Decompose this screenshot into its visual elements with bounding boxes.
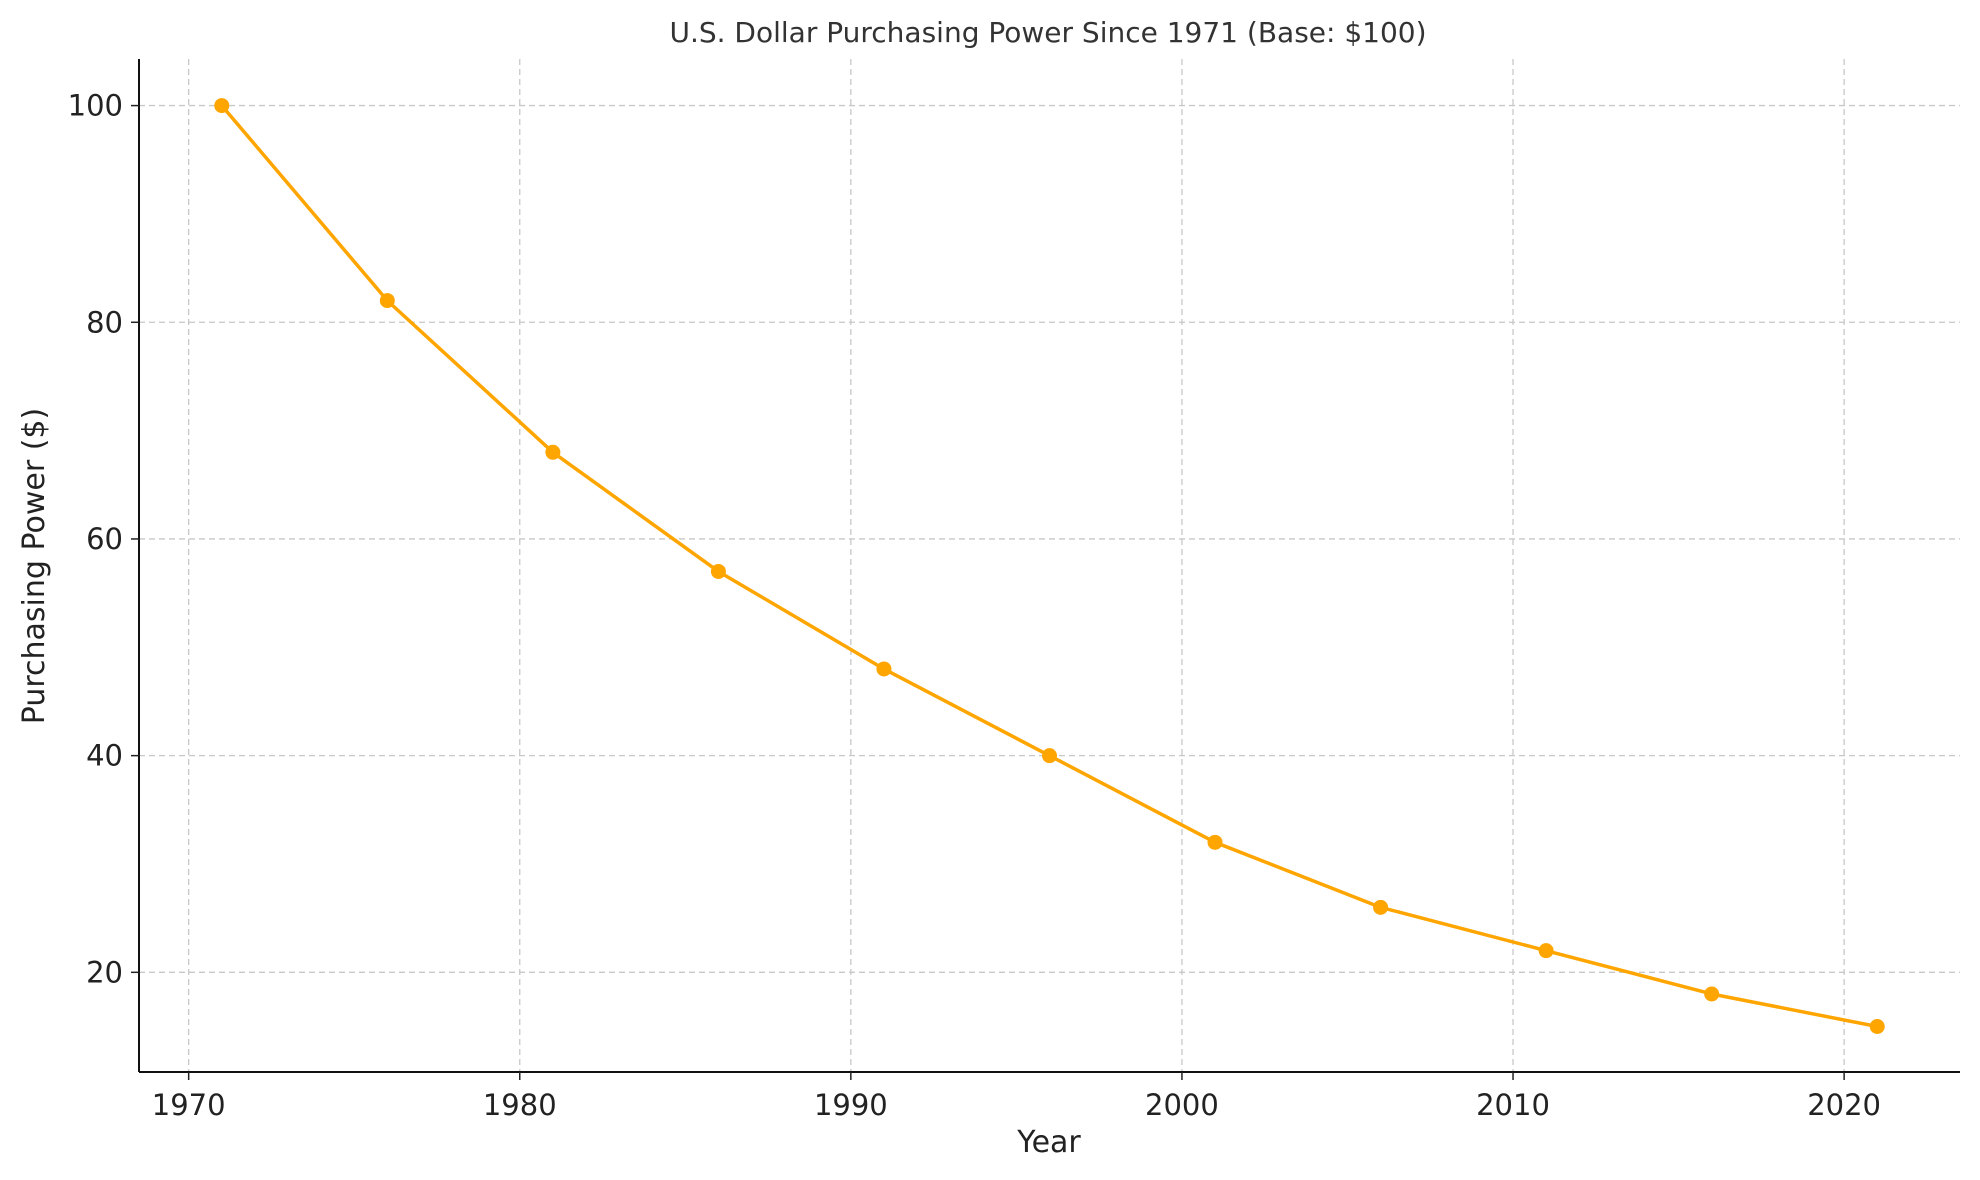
chart-title: U.S. Dollar Purchasing Power Since 1971 …	[669, 16, 1426, 49]
x-tick-label: 1980	[483, 1088, 557, 1122]
y-axis-label: Purchasing Power ($)	[17, 408, 52, 724]
data-point	[379, 293, 395, 309]
series	[214, 98, 1885, 1034]
y-tick-label: 80	[86, 305, 123, 339]
x-axis-label: Year	[1016, 1125, 1081, 1160]
data-point	[876, 661, 892, 677]
data-point	[710, 563, 726, 579]
data-point	[1704, 986, 1720, 1002]
data-point	[1869, 1018, 1885, 1034]
data-point	[1042, 748, 1057, 764]
y-tick-label: 40	[86, 739, 123, 773]
x-tick-label: 2020	[1807, 1088, 1881, 1122]
data-point	[1207, 834, 1223, 850]
x-tick-label: 1990	[814, 1088, 888, 1122]
y-tick-label: 100	[68, 89, 123, 123]
x-tick-label: 1970	[152, 1088, 226, 1122]
data-point	[1538, 943, 1554, 959]
data-point	[545, 444, 561, 460]
x-tick-label: 2000	[1145, 1088, 1219, 1122]
y-tick-label: 60	[86, 522, 123, 556]
grid	[139, 59, 1960, 1072]
axes	[138, 59, 1960, 1073]
data-point	[214, 98, 230, 114]
y-tick-label: 20	[86, 955, 123, 989]
series-line	[220, 104, 1878, 1029]
x-tick-label: 2010	[1476, 1088, 1550, 1122]
data-point	[1373, 899, 1389, 915]
